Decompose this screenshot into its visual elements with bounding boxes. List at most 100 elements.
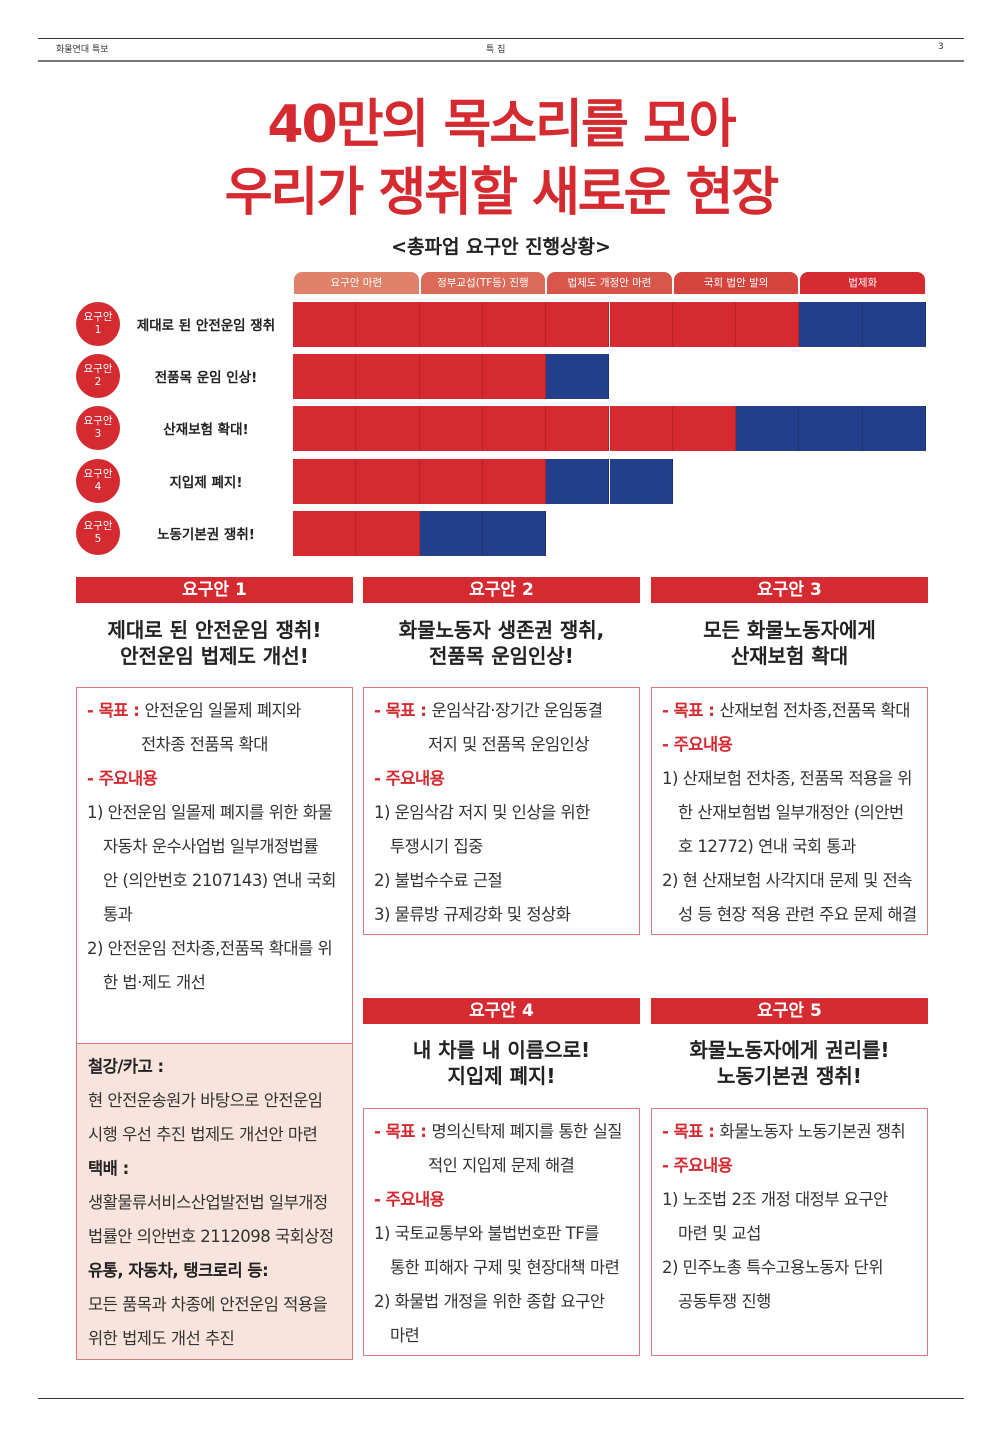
line-text: 산재보험 전차종,전품목 확대 [719,701,911,720]
line-text: 한 산재보험법 일부개정안 (의안번 [678,803,904,822]
progress-cell-done [672,406,737,451]
card-line: 안 (의안번호 2107143) 연내 국회 [87,864,352,898]
card-header: 요구안 3 [651,577,928,603]
card-title: 제대로 된 안전운임 쟁취! 안전운임 법제도 개선! [76,617,353,669]
line-text: 안 (의안번호 2107143) 연내 국회 [103,871,336,890]
card-line: 통한 피해자 구제 및 현장대책 마련 [374,1251,639,1285]
card-title-line: 제대로 된 안전운임 쟁취! [107,618,322,642]
progress-cell-done [293,511,357,556]
row-label: 제대로 된 안전운임 쟁취 [136,318,276,334]
demand-badge: 요구안 4 [76,459,120,503]
progress-cell-done [482,354,547,399]
card-line: 2) 현 산재보험 사각지대 문제 및 전속 [662,864,927,898]
card-body: - 목표 : 명의신탁제 폐지를 통한 실질 적인 지입제 문제 해결 - 주요내용… [363,1108,640,1356]
badge-label: 요구안 [83,363,113,375]
badge-number: 2 [94,376,102,388]
line-text: 마련 [390,1326,420,1345]
category-text: 위한 법제도 개선 추진 [88,1329,235,1348]
progress-cell-done [419,406,483,451]
card-header: 요구안 1 [76,577,353,603]
card-title-line: 안전운임 법제도 개선! [120,644,309,668]
progress-cell-current [862,302,926,347]
progress-cell-current [419,511,483,556]
card-line: 투쟁시기 집중 [374,830,639,864]
progress-cell-current [546,354,610,399]
line-text: 1) 국토교통부와 불법번호판 TF를 [374,1224,599,1243]
progress-cell-current [609,459,673,504]
progress-cell-done [356,354,420,399]
top-rule [38,38,964,39]
card-title: 내 차를 내 이름으로! 지입제 폐지! [363,1037,640,1089]
line-text: - 주요내용 [662,735,733,754]
card-title-line: 모든 화물노동자에게 [703,618,876,642]
line-text: - 주요내용 [662,1156,733,1175]
card-line: 마련 [374,1319,639,1353]
progress-cell-done [419,459,483,504]
card-line: - 목표 : 운임삭감·장기간 운임동결 [374,694,639,728]
stage-header: 법제화 [800,272,925,294]
progress-cell-current [799,302,863,347]
card-line: 자동차 운수사업법 일부개정법률 [87,830,352,864]
progress-cell-done [482,459,547,504]
stage-header: 국회 법안 발의 [673,272,799,294]
card-title: 화물노동자에게 권리를! 노동기본권 쟁취! [651,1037,928,1089]
progress-cell-done [482,302,547,347]
category-label: 유통, 자동차, 탱크로리 등: [88,1261,269,1280]
line-text: 2) 현 산재보험 사각지대 문제 및 전속 [662,871,912,890]
badge-number: 1 [94,324,102,336]
card-line: 통과 [87,898,352,932]
progress-cell-done [672,302,737,347]
badge-label: 요구안 [83,468,113,480]
category-text: 모든 품목과 차종에 안전운임 적용을 [88,1295,328,1314]
line-text: 전차종 전품목 확대 [141,735,268,754]
card-body: - 목표 : 산재보험 전차종,전품목 확대 - 주요내용 1) 산재보험 전차종,… [651,687,928,935]
line-text: 명의신탁제 폐지를 통한 실질 [431,1122,623,1141]
goal-label: - 목표 : [374,701,432,720]
progress-cell-done [419,354,483,399]
progress-cell-done [356,302,420,347]
card-line: 호 12772) 연내 국회 통과 [662,830,927,864]
row-label: 산재보험 확대! [163,422,249,438]
category-text: 생활물류서비스산업발전법 일부개정 [88,1193,328,1212]
footer-rule [38,1398,964,1399]
progress-cell-done [293,354,357,399]
category-text: 법률안 의안번호 2112098 국회상정 [88,1227,334,1246]
line-text: 1) 운임삭감 저지 및 인상을 위한 [374,803,590,822]
badge-label: 요구안 [83,520,113,532]
line-text: 공동투쟁 진행 [678,1292,771,1311]
progress-cell-done [293,302,357,347]
progress-cell-current [546,459,610,504]
progress-cell-current [799,406,863,451]
card-header: 요구안 5 [651,998,928,1024]
badge-label: 요구안 [83,415,113,427]
line-text: - 주요내용 [87,769,158,788]
card-header: 요구안 2 [363,577,640,603]
line-text: - 주요내용 [374,1190,445,1209]
line-text: 1) 산재보험 전차종, 전품목 적용을 위 [662,769,912,788]
card-title-line: 화물노동자에게 권리를! [689,1038,890,1062]
card-line: 마련 및 교섭 [662,1217,927,1251]
card-line: 공동투쟁 진행 [662,1285,927,1319]
card-line: 적인 지입제 문제 해결 [374,1149,639,1183]
line-text: 투쟁시기 집중 [390,837,483,856]
progress-cell-done [293,406,357,451]
card-line: - 주요내용 [374,762,639,796]
badge-number: 3 [94,428,102,440]
category-details: 철강/카고 : 현 안전운송원가 바탕으로 안전운임 시행 우선 추진 법제도 개선… [76,1043,353,1360]
line-text: 통과 [103,905,133,924]
line-text: 저지 및 전품목 운임인상 [428,735,590,754]
line-text: 2) 불법수수료 근절 [374,871,503,890]
card-title-line: 산재보험 확대 [730,644,849,668]
stage-header: 법제도 개정안 마련 [547,272,672,294]
progress-cell-done [356,459,420,504]
progress-cell-done [293,459,357,504]
card-line: - 목표 : 명의신탁제 폐지를 통한 실질 [374,1115,639,1149]
line-text: 한 법·제도 개선 [103,973,206,992]
progress-cell-done [609,406,673,451]
line-text: - 주요내용 [374,769,445,788]
card-line: 한 산재보험법 일부개정안 (의안번 [662,796,927,830]
progress-cell-done [482,406,547,451]
demand-badge: 요구안 3 [76,406,120,450]
card-title: 모든 화물노동자에게 산재보험 확대 [651,617,928,669]
